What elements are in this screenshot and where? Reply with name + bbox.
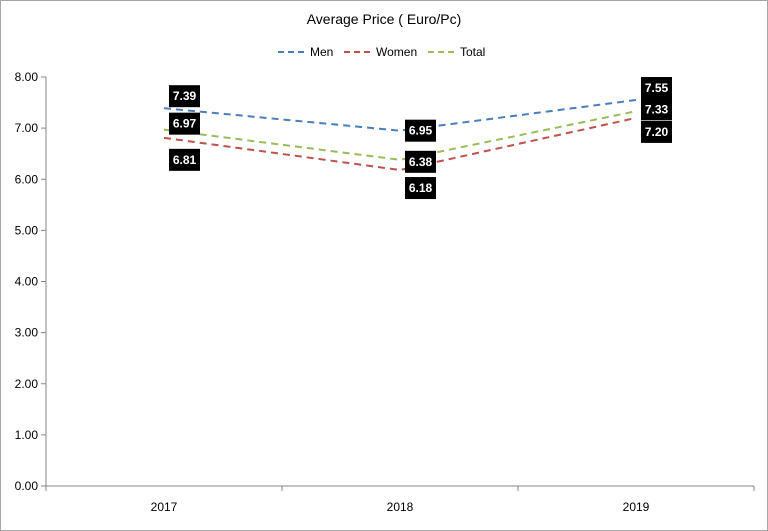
y-tick-label: 7.00 [15,121,39,135]
x-tick-label: 2019 [623,500,650,514]
y-tick-label: 4.00 [15,275,39,289]
data-label-text: 6.18 [409,181,433,195]
data-label-box [405,119,436,142]
data-label-women: 7.20 [641,120,672,143]
data-label-total: 6.97 [169,112,200,135]
data-label-women: 6.81 [169,148,200,171]
data-label-women: 6.18 [405,177,436,200]
data-label-box [405,150,436,173]
data-label-text: 7.20 [645,125,669,139]
chart-title: Average Price ( Euro/Pc) [307,11,462,27]
data-label-box [641,77,672,100]
data-label-box [169,112,200,135]
y-tick-label: 8.00 [15,70,39,84]
series-lines [163,99,637,172]
y-tick-label: 5.00 [15,223,39,237]
x-tick-label: 2018 [387,500,414,514]
data-label-text: 6.97 [173,117,197,131]
data-label-text: 7.39 [173,89,197,103]
series-line-men [163,99,637,132]
y-tick-label: 6.00 [15,172,39,186]
legend-label: Total [460,45,485,59]
data-label-box [641,98,672,121]
data-label-box [169,85,200,108]
data-label-text: 7.55 [645,81,669,95]
data-label-men: 7.39 [169,85,200,108]
data-label-total: 6.38 [405,150,436,173]
data-label-text: 6.38 [409,155,433,169]
y-tick-label: 1.00 [15,428,39,442]
data-label-text: 6.95 [409,124,433,138]
legend-label: Men [310,45,333,59]
data-label-box [169,148,200,171]
series-line-women [163,116,637,172]
data-labels: 7.39 6.95 7.55 6.81 6.18 7.20 6.97 6.38 7.33 [169,77,672,200]
data-label-men: 7.55 [641,77,672,100]
legend-item-women: Women [344,45,417,59]
y-tick-label: 0.00 [15,479,39,493]
legend-item-total: Total [428,45,485,59]
legend-item-men: Men [278,45,333,59]
data-label-text: 7.33 [645,102,669,116]
x-tick-label: 2017 [151,500,178,514]
data-label-total: 7.33 [641,98,672,121]
legend: Men Women Total [278,45,485,59]
axes: 0.00 1.00 2.00 3.00 4.00 5.00 6.00 7.00 8.00 2017… [15,70,755,514]
data-label-men: 6.95 [405,119,436,142]
y-tick-label: 3.00 [15,326,39,340]
y-tick-label: 2.00 [15,377,39,391]
series-line-total [163,110,637,161]
legend-label: Women [376,45,417,59]
data-label-text: 6.81 [173,153,197,167]
data-label-box [405,177,436,200]
data-label-box [641,120,672,143]
